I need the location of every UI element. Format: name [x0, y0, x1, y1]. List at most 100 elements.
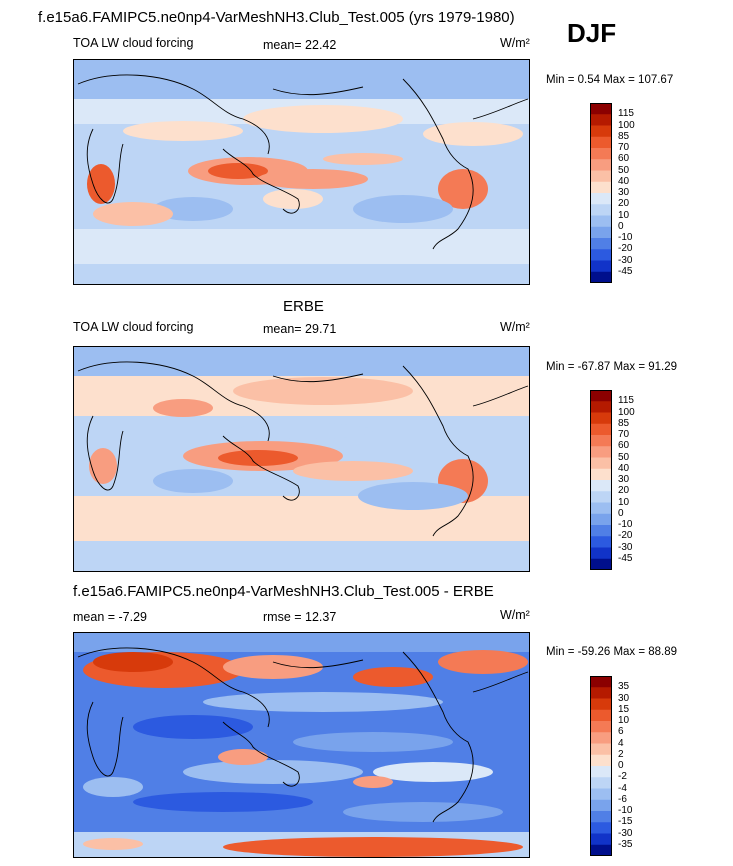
colorbar-tick-label: 30: [618, 187, 630, 198]
colorbar-swatch: [590, 721, 612, 733]
colorbar-tick-label: -20: [618, 243, 633, 255]
colorbar-swatch: [590, 844, 612, 856]
panel3-heading: f.e15a6.FAMIPC5.ne0np4-VarMeshNH3.Club_T…: [73, 583, 494, 600]
colorbar-swatch: [590, 226, 612, 239]
colorbar-swatch: [590, 103, 612, 115]
colorbar-swatch: [590, 125, 612, 138]
colorbar-tick-label: 2: [618, 748, 624, 760]
panel3-rmse-label: rmse = 12.37: [263, 610, 337, 624]
colorbar-swatch: [590, 170, 612, 183]
colorbar-tick-label: 115: [618, 108, 634, 120]
colorbar-swatch: [590, 159, 612, 171]
panel3-mean-label: mean = -7.29: [73, 610, 148, 624]
colorbar-swatch: [590, 491, 612, 503]
colorbar-tick-label: 0: [618, 760, 624, 771]
panel2-map: [73, 346, 530, 572]
colorbar-tick-label: 60: [618, 153, 630, 165]
panel3-units: W/m²: [500, 608, 530, 622]
panel2-mean-label: mean= 29.71: [263, 322, 337, 336]
panel1-map: [73, 59, 530, 285]
colorbar-swatch: [590, 401, 612, 413]
colorbar-swatch: [590, 811, 612, 823]
colorbar-tick-label: -2: [618, 771, 627, 783]
colorbar-swatch: [590, 423, 612, 436]
colorbar-tick-label: 70: [618, 142, 630, 153]
colorbar-swatch: [590, 457, 612, 470]
colorbar-swatch: [590, 468, 612, 481]
colorbar-tick-label: 35: [618, 681, 630, 693]
colorbar-tick-label: 4: [618, 737, 624, 749]
colorbar-tick-label: 20: [618, 198, 630, 210]
panel1-variable-label: TOA LW cloud forcing: [73, 36, 194, 50]
colorbar-tick-label: 20: [618, 485, 630, 497]
colorbar-swatch: [590, 480, 612, 492]
panel1-units: W/m²: [500, 36, 530, 50]
colorbar-swatch: [590, 148, 612, 160]
colorbar-swatch: [590, 181, 612, 194]
season-label: DJF: [567, 18, 617, 48]
panel2-colorbar: [590, 390, 612, 570]
colorbar-swatch: [590, 271, 612, 283]
colorbar-swatch: [590, 204, 612, 216]
colorbar-border: [590, 676, 612, 856]
colorbar-tick-label: 6: [618, 726, 624, 738]
panel2-units: W/m²: [500, 320, 530, 334]
colorbar-tick-label: 85: [618, 417, 630, 429]
panel1-minmax: Min = 0.54 Max = 107.67: [546, 74, 674, 86]
colorbar-swatch: [590, 547, 612, 560]
panel2-heading: ERBE: [283, 298, 324, 315]
colorbar-tick-label: -45: [618, 265, 633, 277]
colorbar-tick-label: 0: [618, 220, 624, 232]
colorbar-swatch: [590, 788, 612, 801]
colorbar-tick-label: 70: [618, 429, 630, 440]
colorbar-tick-label: -10: [618, 805, 633, 816]
colorbar-swatch: [590, 777, 612, 789]
colorbar-swatch: [590, 799, 612, 812]
colorbar-swatch: [590, 743, 612, 756]
panel1-colorbar: [590, 103, 612, 283]
colorbar-swatch: [590, 136, 612, 149]
colorbar-swatch: [590, 435, 612, 447]
colorbar-tick-label: -30: [618, 254, 633, 266]
colorbar-swatch: [590, 412, 612, 425]
colorbar-swatch: [590, 260, 612, 273]
colorbar-tick-label: -6: [618, 793, 627, 805]
colorbar-tick-label: 85: [618, 130, 630, 142]
figure-title: f.e15a6.FAMIPC5.ne0np4-VarMeshNH3.Club_T…: [38, 9, 515, 26]
colorbar-swatch: [590, 215, 612, 228]
colorbar-tick-label: 50: [618, 164, 630, 176]
colorbar-swatch: [590, 193, 612, 205]
panel3-map: [73, 632, 530, 858]
colorbar-tick-label: 50: [618, 451, 630, 463]
colorbar-swatch: [590, 687, 612, 699]
colorbar-tick-label: 10: [618, 496, 630, 508]
colorbar-border: [590, 390, 612, 570]
colorbar-border: [590, 103, 612, 283]
colorbar-tick-label: 10: [618, 715, 630, 726]
colorbar-tick-label: -20: [618, 530, 633, 542]
colorbar-swatch: [590, 114, 612, 126]
panel3-colorbar: [590, 676, 612, 856]
colorbar-swatch: [590, 390, 612, 402]
colorbar-tick-label: 115: [618, 395, 634, 407]
colorbar-tick-label: 100: [618, 119, 635, 131]
panel3-minmax: Min = -59.26 Max = 88.89: [546, 646, 678, 658]
panel2-variable-label: TOA LW cloud forcing: [73, 320, 194, 334]
colorbar-tick-label: -30: [618, 827, 633, 839]
colorbar-swatch: [590, 525, 612, 537]
panel2-minmax: Min = -67.87 Max = 91.29: [546, 361, 678, 373]
colorbar-tick-label: 10: [618, 209, 630, 221]
colorbar-swatch: [590, 698, 612, 711]
colorbar-swatch: [590, 833, 612, 846]
colorbar-swatch: [590, 502, 612, 515]
colorbar-swatch: [590, 238, 612, 250]
colorbar-tick-label: -35: [618, 838, 633, 850]
colorbar-swatch: [590, 709, 612, 722]
colorbar-swatch: [590, 732, 612, 744]
colorbar-tick-label: -15: [618, 816, 633, 828]
colorbar-tick-label: 40: [618, 175, 630, 187]
colorbar-tick-label: -30: [618, 541, 633, 553]
colorbar-tick-label: 30: [618, 692, 630, 704]
colorbar-tick-label: 60: [618, 440, 630, 452]
colorbar-swatch: [590, 558, 612, 570]
